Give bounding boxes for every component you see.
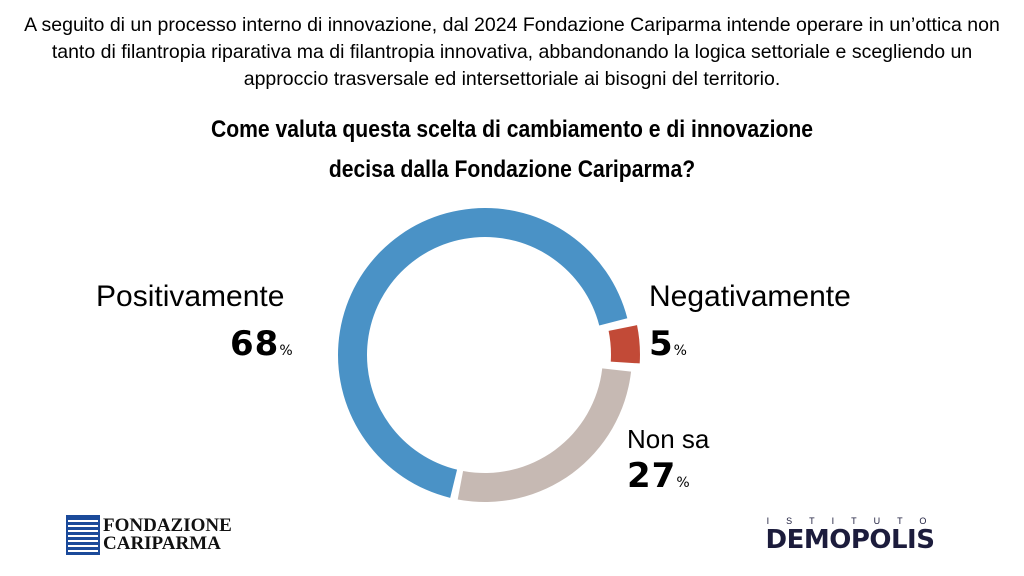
logo-demopolis: DEMOPOLIS	[765, 525, 935, 555]
question-line-1: Come valuta questa scelta di cambiamento…	[210, 116, 814, 143]
value-positivamente-number: 68	[230, 324, 280, 364]
value-non-sa: 27%	[627, 456, 690, 496]
slice-negativamente	[608, 325, 640, 364]
fondazione-cariparma-logo: FONDAZIONE CARIPARMA	[66, 515, 233, 555]
value-negativamente: 5%	[649, 324, 687, 364]
label-positivamente: Positivamente	[96, 280, 285, 313]
logo-text: FONDAZIONE CARIPARMA	[103, 515, 232, 554]
intro-text: A seguito di un processo interno di inno…	[24, 14, 1000, 90]
slice-non-sa	[457, 368, 632, 502]
value-non-sa-number: 27	[627, 456, 677, 496]
demopolis-logo: ISTITUTO DEMOPOLIS	[742, 516, 958, 554]
label-negativamente: Negativamente	[649, 280, 851, 313]
logo-istituto: ISTITUTO	[766, 516, 944, 526]
unit: %	[279, 343, 293, 359]
unit: %	[673, 343, 687, 359]
question-title: Come valuta questa scelta di cambiamento…	[79, 110, 945, 190]
label-non-sa: Non sa	[627, 424, 710, 454]
value-positivamente: 68%	[230, 324, 293, 364]
logo-mark-icon	[66, 515, 100, 555]
question-line-2: decisa dalla Fondazione Cariparma?	[328, 156, 696, 183]
value-negativamente-number: 5	[649, 324, 674, 364]
unit: %	[676, 475, 690, 491]
